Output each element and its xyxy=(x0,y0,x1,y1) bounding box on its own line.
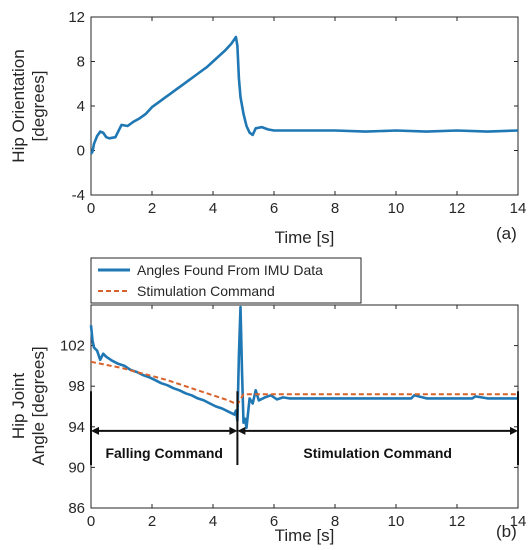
y-tick-label: 8 xyxy=(77,54,85,71)
panel-label-a: (a) xyxy=(496,224,517,243)
x-axis-a: 0 2 4 6 8 10 12 14 xyxy=(87,17,527,217)
x-tick-label: 4 xyxy=(209,513,217,530)
x-tick-label: 12 xyxy=(449,513,466,530)
series-line-a-0 xyxy=(89,35,519,155)
y-tick-label: 12 xyxy=(68,9,85,26)
y-axis-b: 86 90 94 98 102 xyxy=(60,338,518,517)
annotation-arrowhead-right xyxy=(229,426,238,435)
series-line-b-1 xyxy=(90,360,518,406)
y-tick-label: 0 xyxy=(77,143,85,160)
x-tick-label: 10 xyxy=(388,200,405,217)
annotation-label-1: Stimulation Command xyxy=(303,445,452,461)
x-axis-label-b: Time [s] xyxy=(275,526,335,545)
x-tick-label: 8 xyxy=(331,200,339,217)
y-axis-label-line: Hip Joint xyxy=(9,373,28,439)
x-tick-label: 10 xyxy=(388,513,405,530)
annotation-arrowhead-left xyxy=(91,426,99,435)
x-tick-label: 0 xyxy=(87,200,95,217)
y-tick-label: 86 xyxy=(68,500,85,517)
panel-label-b: (b) xyxy=(496,522,517,541)
y-tick-label: 94 xyxy=(68,419,85,436)
y-axis-label-b: Hip JointAngle [degrees] xyxy=(9,346,48,465)
x-axis-b: 0 2 4 6 8 10 12 14 xyxy=(87,305,527,530)
x-tick-label: 14 xyxy=(510,200,527,217)
y-axis-label-line: [degrees] xyxy=(29,71,48,142)
y-axis-a: -4 0 4 8 12 xyxy=(68,9,518,204)
series-group-b xyxy=(89,305,518,430)
y-tick-label: 98 xyxy=(68,378,85,395)
y-axis-label-line: Hip Orientation xyxy=(9,49,28,162)
y-tick-label: 4 xyxy=(77,98,85,115)
legend-label-stimulation: Stimulation Command xyxy=(137,283,275,299)
x-tick-label: 4 xyxy=(209,200,217,217)
plot-area-a xyxy=(90,16,519,196)
series-group-a xyxy=(89,35,519,155)
y-tick-label: 102 xyxy=(60,338,85,355)
legend-b: Angles Found From IMU Data Stimulation C… xyxy=(90,257,362,304)
x-tick-label: 6 xyxy=(270,200,278,217)
annotation-arrowhead-left xyxy=(237,426,246,435)
legend-label-imu: Angles Found From IMU Data xyxy=(137,262,323,278)
plot-area-b xyxy=(90,304,519,509)
y-tick-label: 90 xyxy=(68,459,85,476)
y-axis-label-a: Hip Orientation[degrees] xyxy=(9,49,48,162)
x-tick-label: 8 xyxy=(331,513,339,530)
chart-panel-b: 0 2 4 6 8 10 12 14 86 90 94 98 102 Falling Command S… xyxy=(9,257,527,545)
x-axis-label-a: Time [s] xyxy=(275,228,335,247)
x-tick-label: 2 xyxy=(148,513,156,530)
y-axis-label-line: Angle [degrees] xyxy=(29,346,48,465)
x-tick-label: 2 xyxy=(148,200,156,217)
annotation-arrowhead-right xyxy=(510,426,518,435)
series-line-b-0 xyxy=(89,305,518,430)
annotation-group-b: Falling Command Stimulation Command xyxy=(90,391,519,465)
x-tick-label: 12 xyxy=(449,200,466,217)
y-tick-label: -4 xyxy=(72,187,85,204)
annotation-label-0: Falling Command xyxy=(105,445,222,461)
x-tick-label: 6 xyxy=(270,513,278,530)
x-tick-label: 14 xyxy=(510,513,527,530)
legend-box xyxy=(90,257,362,304)
x-tick-label: 0 xyxy=(87,513,95,530)
